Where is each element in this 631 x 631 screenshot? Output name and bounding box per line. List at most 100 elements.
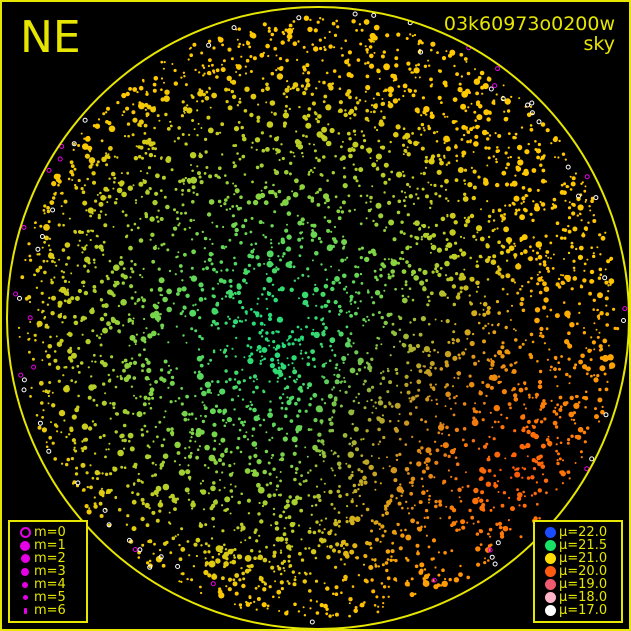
star-mark [200,51,204,55]
star-mark [131,270,135,274]
star-mark [266,604,270,608]
star-mark [441,432,444,435]
star-mark [430,386,433,389]
star-mark [382,585,387,589]
star-mark [380,582,384,585]
star-mark [482,351,486,355]
star-mark [183,227,187,231]
star-mark [338,485,341,488]
star-mark [81,423,89,430]
star-mark [188,478,191,481]
star-mark [37,325,40,328]
star-mark [293,279,296,282]
star-mark [190,238,194,241]
star-mark [440,444,443,447]
star-mark [439,367,444,371]
star-mark [243,270,249,275]
star-mark [187,498,191,501]
star-mark [430,244,437,251]
star-mark [35,246,41,252]
star-mark [310,223,314,228]
star-mark [275,148,279,152]
star-mark [92,398,96,402]
star-mark [378,77,381,80]
star-mark [537,276,543,282]
star-mark [354,350,359,355]
star-mark [592,254,596,259]
star-mark [205,266,210,270]
star-mark [330,265,333,268]
star-mark [231,205,235,208]
star-mark [447,138,451,142]
star-mark [425,534,428,537]
star-mark [287,337,290,340]
star-mark [258,501,261,505]
star-mark [320,478,323,481]
star-mark [376,416,380,420]
star-mark [173,208,176,212]
star-mark [171,497,178,503]
star-mark [249,400,252,403]
star-mark [392,98,399,104]
star-mark [289,150,293,154]
star-mark [317,544,321,548]
star-mark [244,568,250,574]
star-mark [189,276,192,279]
star-mark [525,425,529,429]
star-mark [429,199,433,204]
star-mark [197,122,200,125]
star-mark [191,249,197,255]
star-mark [412,317,417,322]
star-mark [159,313,162,316]
star-mark [195,455,200,460]
star-mark [445,505,448,508]
star-mark [94,266,97,269]
star-mark [257,486,265,494]
star-mark [306,71,311,75]
star-mark [115,197,118,201]
star-mark [302,72,305,75]
star-mark [526,455,529,458]
star-mark [429,291,434,296]
star-mark [457,292,461,296]
star-mark [475,532,480,536]
star-mark [462,196,469,202]
star-mark [513,393,518,398]
star-mark [429,113,435,119]
star-mark [362,502,365,506]
star-mark [284,537,289,542]
star-mark [366,351,369,355]
star-mark [366,61,370,65]
star-mark [226,507,229,511]
star-mark [143,411,146,415]
star-mark [277,330,280,334]
star-mark [60,312,63,315]
star-mark [487,156,491,160]
star-mark [402,153,405,156]
star-mark [279,479,282,483]
star-mark [211,242,214,245]
star-mark [364,256,370,263]
star-mark [423,346,430,353]
star-mark [316,119,320,124]
star-mark [319,419,324,424]
star-mark [247,404,250,407]
star-mark [327,123,330,126]
star-mark [598,387,602,392]
star-mark [192,42,197,47]
star-mark [122,423,127,428]
star-mark [574,172,578,175]
star-mark [381,376,386,381]
star-mark [217,327,220,330]
star-mark [431,83,434,86]
star-mark [555,449,558,453]
star-mark [528,396,531,399]
star-mark [298,385,303,390]
star-mark [355,179,359,183]
star-mark [102,327,108,334]
star-mark [409,321,412,324]
star-mark [282,252,286,256]
star-mark [135,202,137,204]
star-mark [374,401,377,404]
star-mark [62,374,65,377]
